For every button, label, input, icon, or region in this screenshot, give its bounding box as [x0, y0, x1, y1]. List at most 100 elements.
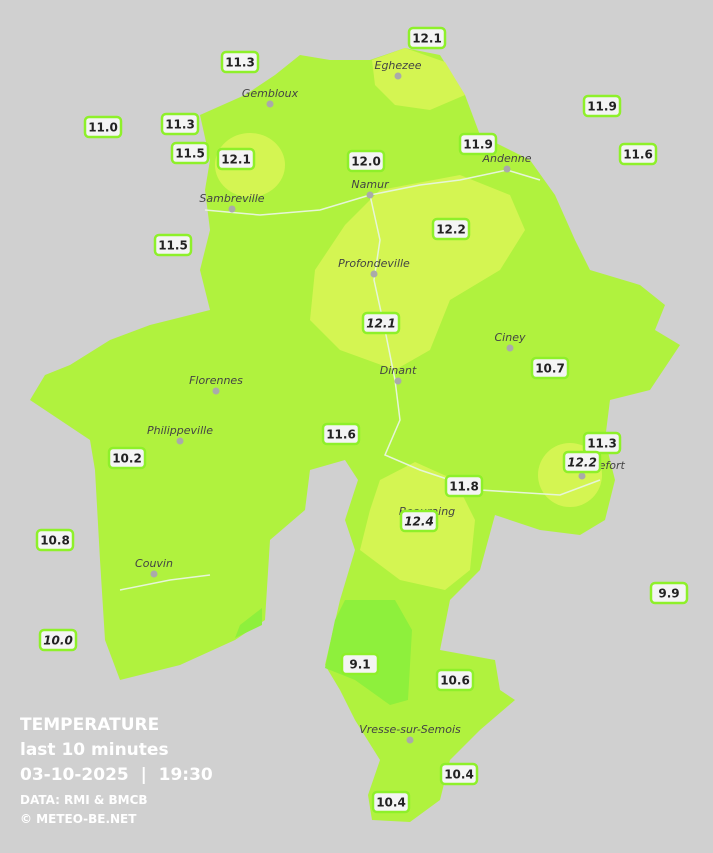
legend-period: last 10 minutes	[20, 740, 169, 760]
station-box	[530, 356, 570, 380]
town-label: Vresse-sur-Semois	[359, 723, 461, 736]
station: 11.3	[160, 112, 200, 136]
station: 11.5	[153, 233, 193, 257]
station-value: 11.0	[88, 121, 118, 135]
station-box	[618, 142, 658, 166]
station-value: 10.2	[112, 452, 142, 466]
station-box	[439, 762, 479, 786]
station: 10.7	[530, 356, 570, 380]
station-box	[153, 233, 193, 257]
station-value: 12.1	[412, 32, 442, 46]
station: 11.6	[321, 422, 361, 446]
station-value: 10.8	[40, 534, 70, 548]
station: 10.4	[371, 790, 411, 814]
town-label: Sambreville	[199, 192, 264, 205]
station-box	[220, 50, 260, 74]
cool-zone	[325, 600, 412, 705]
town-label: Ciney	[495, 331, 526, 344]
station: 12.1	[216, 147, 256, 171]
town-dot	[150, 570, 158, 578]
station-box	[160, 112, 200, 136]
rivers	[119, 169, 601, 591]
station: 10.6	[435, 668, 475, 692]
town-dot	[394, 72, 402, 80]
town-label: Andenne	[482, 152, 532, 165]
town-label: Dinant	[380, 364, 417, 377]
station: 11.9	[582, 94, 622, 118]
station: 12.1	[407, 26, 447, 50]
station-value: 11.3	[587, 437, 617, 451]
station-value: 11.9	[463, 138, 493, 152]
station-box	[582, 94, 622, 118]
station: 10.0	[38, 628, 78, 652]
station-value: 12.2	[567, 456, 597, 470]
station-value: 10.4	[444, 768, 474, 782]
station-box	[562, 450, 602, 474]
station: 12.0	[346, 149, 386, 173]
station-value: 11.6	[326, 428, 356, 442]
town-dot	[212, 387, 220, 395]
station: 12.2	[431, 217, 471, 241]
station-box	[435, 668, 475, 692]
station-value: 11.3	[225, 56, 255, 70]
station-value: 12.2	[436, 223, 466, 237]
station-value: 9.1	[349, 658, 370, 672]
station-value: 10.4	[376, 796, 406, 810]
station-box	[361, 311, 401, 335]
station: 11.6	[618, 142, 658, 166]
town-dot	[366, 191, 374, 199]
legend-credit: © METEO-BE.NET	[20, 812, 137, 826]
station-value: 10.0	[43, 634, 73, 648]
station: 9.9	[649, 581, 689, 605]
town-label: Namur	[351, 178, 390, 191]
legend-source: DATA: RMI & BMCB	[20, 793, 148, 807]
station-value: 12.4	[404, 515, 434, 529]
station-box	[340, 652, 380, 676]
station-value: 9.9	[658, 587, 679, 601]
town-dot	[503, 165, 511, 173]
station-box	[444, 474, 484, 498]
town-dot	[406, 736, 414, 744]
station-box	[582, 431, 622, 455]
cool-zone	[235, 608, 262, 638]
station: 11.3	[220, 50, 260, 74]
station-box	[458, 132, 498, 156]
station-box	[107, 446, 147, 470]
station: 10.4	[439, 762, 479, 786]
station-box	[321, 422, 361, 446]
station-value: 11.3	[165, 118, 195, 132]
station-box	[431, 217, 471, 241]
town-dot	[228, 205, 236, 213]
station-box	[83, 115, 123, 139]
station-value: 12.0	[351, 155, 381, 169]
station-value: 11.5	[175, 147, 205, 161]
station-box	[399, 509, 439, 533]
town-label: Gembloux	[242, 87, 299, 100]
station: 12.2	[562, 450, 602, 474]
station-box	[407, 26, 447, 50]
town-label: Couvin	[135, 557, 173, 570]
town-label: Eghezee	[375, 59, 422, 72]
station-box	[38, 628, 78, 652]
town-dot	[506, 344, 514, 352]
station: 10.8	[35, 528, 75, 552]
station: 11.9	[458, 132, 498, 156]
town-label: Profondeville	[338, 257, 410, 270]
station-box	[35, 528, 75, 552]
station-value: 11.9	[587, 100, 617, 114]
town-label: Philippeville	[147, 424, 213, 437]
station: 11.3	[582, 431, 622, 455]
station: 10.2	[107, 446, 147, 470]
town-dot	[578, 472, 586, 480]
station-box	[371, 790, 411, 814]
town-dot	[394, 377, 402, 385]
town-label: Florennes	[189, 374, 243, 387]
station: 12.4	[399, 509, 439, 533]
legend-title: TEMPERATURE	[20, 715, 159, 735]
station-value: 12.1	[221, 153, 251, 167]
station-value: 10.7	[535, 362, 565, 376]
station-value: 11.6	[623, 148, 653, 162]
station: 9.1	[340, 652, 380, 676]
station: 12.1	[361, 311, 401, 335]
